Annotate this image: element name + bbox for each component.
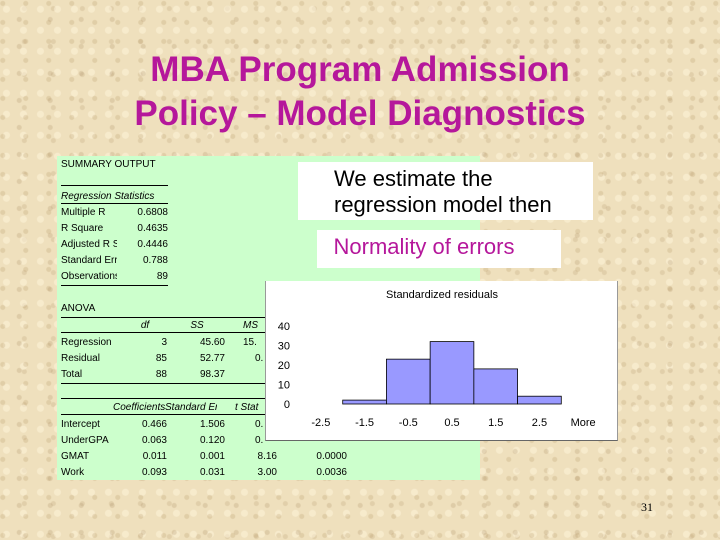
coef-header-se: Standard Error <box>165 402 217 413</box>
histogram-bar <box>429 341 475 405</box>
coef-p: 0.0000 <box>316 451 347 462</box>
coef-p: 0.0036 <box>316 467 347 478</box>
anova-ms: 15. <box>243 337 257 348</box>
table-row: Intercept 0.466 1.506 0. <box>61 418 331 431</box>
stat-value: 0.6808 <box>137 207 168 218</box>
anova-row-label: Residual <box>61 353 100 364</box>
textbox-normality: Normality of errors <box>317 230 561 268</box>
coef-value: 0.466 <box>141 419 167 430</box>
anova-df: 88 <box>155 369 167 380</box>
summary-output-label: SUMMARY OUTPUT <box>61 159 156 170</box>
y-tick-label: 20 <box>278 360 290 372</box>
textbox-normality-text: Normality of errors <box>333 234 515 259</box>
table-rule <box>61 414 265 415</box>
stat-label: Standard Error <box>61 255 117 266</box>
y-tick-label: 0 <box>284 399 290 411</box>
table-rule <box>61 398 265 399</box>
table-row: Regression 3 45.60 15. <box>61 336 265 349</box>
coef-se: 0.031 <box>199 467 225 478</box>
coef-header-t: t Stat <box>235 402 259 413</box>
regression-statistics-label: Regression Statistics <box>61 191 155 202</box>
anova-header-df: df <box>140 320 150 331</box>
coef-value: 0.063 <box>141 435 167 446</box>
anova-ss: 52.77 <box>199 353 225 364</box>
anova-label: ANOVA <box>61 303 96 314</box>
table-row: Work 0.093 0.031 3.00 0.0036 <box>61 466 361 479</box>
table-rule <box>61 317 265 318</box>
x-tick-label: -1.5 <box>355 417 374 429</box>
x-tick-label: 2.5 <box>532 417 547 429</box>
table-row: Total 88 98.37 <box>61 368 265 381</box>
y-tick-label: 10 <box>278 380 290 392</box>
table-rule <box>61 332 265 333</box>
anova-header-ss: SS <box>190 320 204 331</box>
table-row: Observations 89 <box>61 270 168 283</box>
coef-t: 3.00 <box>257 467 277 478</box>
stat-label: Multiple R <box>61 207 106 218</box>
coef-label: Work <box>61 467 85 478</box>
coef-value: 0.011 <box>142 451 167 462</box>
anova-row-label: Regression <box>61 337 112 348</box>
x-tick-label: -2.5 <box>311 417 330 429</box>
chart-title: Standardized residuals <box>386 289 498 301</box>
stat-value: 89 <box>156 271 168 282</box>
textbox-estimate: We estimate the regression model then we… <box>298 162 593 220</box>
table-rule <box>61 285 168 286</box>
anova-ss: 98.37 <box>199 369 225 380</box>
x-tick-label: 1.5 <box>488 417 503 429</box>
x-tick-label: 0.5 <box>444 417 459 429</box>
coef-header-coef: Coefficients <box>113 402 165 413</box>
stat-label: Observations <box>61 271 117 282</box>
coef-label: UnderGPA <box>61 435 109 446</box>
coef-t: 0. <box>255 419 264 430</box>
coef-t: 0. <box>255 435 264 446</box>
stat-label: Adjusted R Square <box>61 239 117 250</box>
table-rule <box>61 383 265 384</box>
coef-se: 1.506 <box>199 419 225 430</box>
coef-header-row: Coefficients Standard Error t Stat <box>113 401 265 414</box>
stat-label: R Square <box>61 223 104 234</box>
residuals-histogram: Standardized residuals 0 10 20 30 40 -2.5 -1.5 -… <box>265 281 618 441</box>
table-rule <box>61 203 168 204</box>
stat-value: 0.4635 <box>137 223 168 234</box>
slide-title: MBA Program Admission Policy – Model Dia… <box>0 48 720 136</box>
coef-se: 0.120 <box>199 435 225 446</box>
histogram-bar <box>473 368 518 405</box>
coef-label: Intercept <box>61 419 100 430</box>
table-row: Multiple R 0.6808 <box>61 206 168 219</box>
table-rule <box>61 185 168 186</box>
histogram-bar <box>342 399 387 405</box>
table-row: R Square 0.4635 <box>61 222 168 235</box>
page-number: 31 <box>641 500 653 514</box>
anova-ss: 45.60 <box>199 337 225 348</box>
coef-label: GMAT <box>61 451 90 462</box>
coef-value: 0.093 <box>141 467 167 478</box>
table-row: UnderGPA 0.063 0.120 0. <box>61 434 331 447</box>
title-line-1: MBA Program Admission <box>150 50 570 89</box>
table-row: Standard Error 0.788 <box>61 254 168 267</box>
coef-t: 8.16 <box>257 451 277 462</box>
textbox-estimate-text: We estimate the regression model then we… <box>334 166 552 220</box>
anova-row-label: Total <box>61 369 83 380</box>
table-row: Adjusted R Square 0.4446 <box>61 238 168 251</box>
stat-value: 0.4446 <box>137 239 168 250</box>
y-tick-label: 40 <box>278 321 290 333</box>
table-row: GMAT 0.011 0.001 8.16 0.0000 <box>61 450 361 463</box>
x-tick-label: More <box>571 417 596 429</box>
stat-value: 0.788 <box>142 255 168 266</box>
anova-df: 3 <box>161 337 167 348</box>
table-row: Residual 85 52.77 0. <box>61 352 265 365</box>
anova-df: 85 <box>155 353 167 364</box>
y-tick-label: 30 <box>278 341 290 353</box>
x-tick-label: -0.5 <box>399 417 418 429</box>
anova-header-ms: MS <box>243 320 258 331</box>
histogram-svg: Standardized residuals 0 10 20 30 40 -2.5 -1.5 -… <box>278 289 596 429</box>
histogram-bar <box>517 395 562 405</box>
coef-se: 0.001 <box>199 451 225 462</box>
histogram-bar <box>386 358 431 405</box>
title-line-2: Policy – Model Diagnostics <box>134 94 586 133</box>
anova-ms: 0. <box>255 353 264 364</box>
